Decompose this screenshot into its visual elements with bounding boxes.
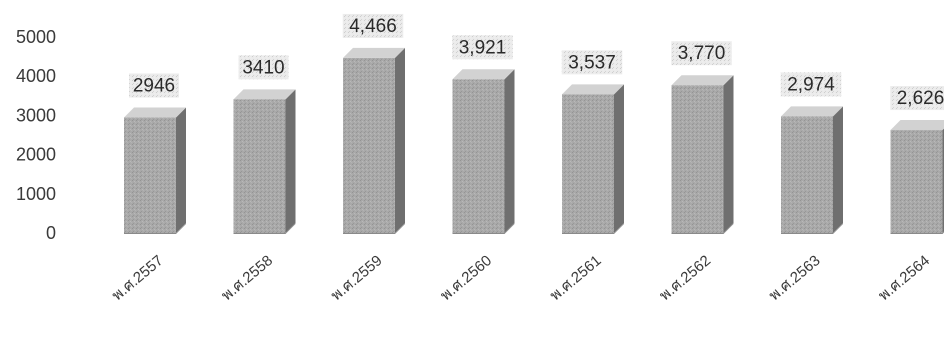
bar-side-face (833, 106, 843, 233)
bar-side-face (723, 75, 734, 233)
bar: 2,974 (780, 72, 843, 234)
bar: 2946 (124, 73, 186, 234)
bar-side-face (176, 107, 186, 233)
data-label-texture (129, 73, 179, 98)
bar-top-face (562, 84, 624, 95)
bar: 3,921 (452, 35, 515, 234)
y-tick-label: 4000 (16, 66, 56, 86)
bar-texture (124, 117, 176, 233)
bar-top-face (124, 107, 186, 118)
data-label-texture (342, 13, 404, 38)
bar: 4,466 (342, 13, 405, 234)
x-tick-label: พ.ศ.2562 (656, 252, 714, 304)
data-label-texture (890, 86, 944, 111)
bars-group: 2946 3410 4,466 3,921 3,537 3,770 2,974 2,626 (124, 13, 944, 234)
bar-side-face (395, 47, 405, 233)
bar-base-edge (890, 231, 944, 234)
bar-top-face (452, 69, 515, 80)
x-tick-label: พ.ศ.2558 (218, 252, 276, 304)
bar-texture (452, 79, 505, 233)
x-tick-label: พ.ศ.2564 (875, 252, 933, 304)
bar-texture (562, 94, 614, 233)
data-label-texture (238, 55, 289, 80)
data-label: 2,974 (787, 74, 835, 95)
y-tick-label: 3000 (16, 105, 56, 125)
y-axis: 0 1000 2000 3000 4000 5000 (16, 27, 56, 243)
x-tick-label: พ.ศ.2557 (109, 252, 167, 304)
data-label: 3,537 (568, 52, 616, 73)
data-label-texture (452, 35, 513, 60)
bar-top-face (671, 75, 734, 86)
bar-side-face (285, 89, 296, 233)
data-label: 2946 (133, 76, 175, 97)
x-tick-label: พ.ศ.2563 (766, 252, 824, 304)
bar: 2,626 (890, 86, 944, 234)
data-label: 3,770 (678, 43, 726, 64)
data-label-texture (561, 50, 623, 75)
data-label: 3,921 (459, 37, 507, 58)
bar-texture (233, 99, 286, 233)
bar-texture (343, 57, 395, 233)
y-tick-label: 2000 (16, 145, 56, 165)
data-label: 3410 (242, 57, 284, 78)
bar-top-face (343, 47, 405, 58)
data-label: 4,466 (349, 16, 397, 37)
bar-top-face (233, 89, 296, 100)
y-tick-label: 1000 (16, 184, 56, 204)
bar-side-face (504, 69, 515, 233)
bar-top-face (890, 120, 944, 131)
bar-top-face (781, 106, 843, 117)
bar: 3410 (233, 55, 296, 234)
data-label-texture (671, 41, 732, 66)
data-label: 2,626 (897, 88, 944, 109)
x-axis: พ.ศ.2557 พ.ศ.2558 พ.ศ.2559 พ.ศ.2560 พ.ศ.2561… (109, 252, 933, 304)
bar: 3,770 (671, 41, 734, 234)
x-tick-label: พ.ศ.2559 (328, 252, 386, 304)
bar-texture (671, 85, 724, 233)
x-tick-label: พ.ศ.2561 (547, 252, 605, 304)
bar-texture (890, 130, 943, 233)
y-tick-label: 5000 (16, 27, 56, 47)
x-tick-label: พ.ศ.2560 (437, 252, 495, 304)
bar-texture (781, 116, 833, 233)
data-label-texture (780, 72, 842, 97)
bar: 3,537 (561, 50, 624, 234)
y-tick-label: 0 (46, 223, 56, 243)
bar-side-face (614, 84, 624, 233)
